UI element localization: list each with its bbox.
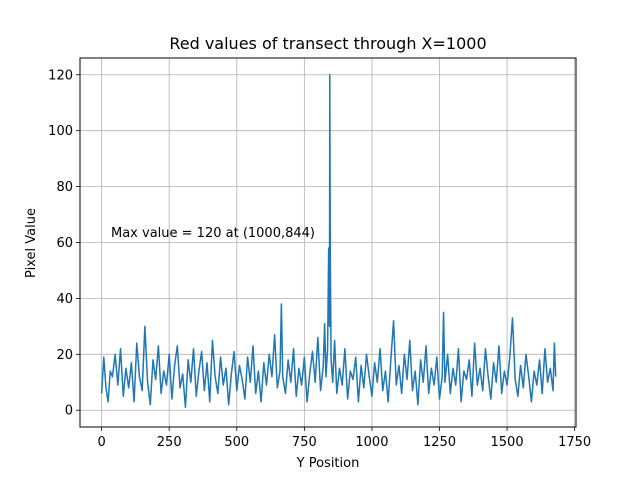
- y-tick-label: 0: [65, 404, 73, 419]
- y-tick-label: 60: [56, 236, 73, 251]
- x-axis-label: Y Position: [296, 456, 360, 471]
- y-tick-label: 80: [56, 180, 73, 195]
- x-axis-ticks: 0 250 500 750 1000 1250 1500 1750: [97, 427, 591, 450]
- y-tick-label: 40: [56, 292, 73, 307]
- chart-title: Red values of transect through X=1000: [169, 34, 486, 53]
- y-tick-label: 20: [56, 348, 73, 363]
- x-tick-label: 1500: [491, 435, 524, 450]
- x-tick-label: 0: [97, 435, 105, 450]
- data-series: [100, 74, 557, 409]
- y-tick-label: 100: [48, 124, 73, 139]
- y-axis-label: Pixel Value: [24, 208, 39, 278]
- series-line: [100, 74, 557, 409]
- x-tick-label: 250: [157, 435, 182, 450]
- x-tick-label: 750: [292, 435, 317, 450]
- x-tick-label: 500: [224, 435, 249, 450]
- y-tick-label: 120: [48, 68, 73, 83]
- y-axis-ticks: 0 20 40 60 80 100 120: [48, 68, 80, 419]
- x-tick-label: 1750: [558, 435, 591, 450]
- x-tick-label: 1250: [423, 435, 456, 450]
- x-tick-label: 1000: [355, 435, 388, 450]
- annotation-text: Max value = 120 at (1000,844): [111, 226, 315, 241]
- grid-lines: [80, 58, 576, 427]
